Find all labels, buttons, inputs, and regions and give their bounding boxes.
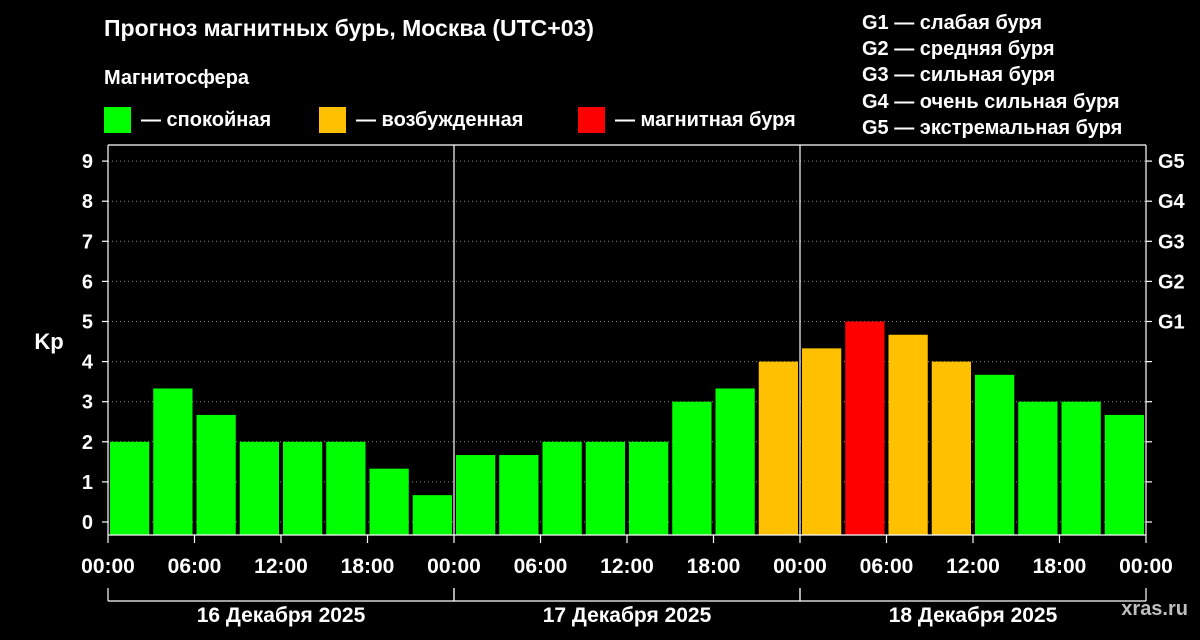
legend-label-active: — возбужденная [356, 108, 524, 131]
chart-title: Прогноз магнитных бурь, Москва (UTC+03) [104, 15, 594, 41]
legend-swatch-storm [578, 107, 605, 133]
kp-bar [758, 361, 798, 535]
legend-item-active: — возбужденная [319, 107, 523, 133]
kp-bar [283, 441, 323, 535]
storm-level-g4: G4 — очень сильная буря [862, 90, 1120, 113]
kp-bar [802, 348, 842, 535]
day-label: 16 Декабря 2025 [197, 604, 366, 627]
x-tick-label: 18:00 [341, 555, 395, 578]
storm-level-tick-label: G4 [1158, 191, 1186, 213]
watermark: xras.ru [1121, 598, 1188, 620]
kp-bar [715, 388, 755, 535]
y-tick-label: 1 [82, 472, 93, 494]
legend-swatch-active [319, 107, 346, 133]
plot-area [108, 145, 1146, 535]
kp-bar [585, 441, 625, 535]
kp-bar [1104, 414, 1144, 535]
storm-level-g3: G3 — сильная буря [862, 64, 1056, 87]
x-tick-label: 00:00 [773, 555, 827, 578]
legend-label-storm: — магнитная буря [615, 108, 796, 131]
y-axis-label: Kp [34, 329, 63, 354]
kp-bar [975, 374, 1015, 535]
y-tick-label: 3 [82, 392, 93, 414]
storm-level-tick-label: G5 [1158, 151, 1185, 173]
storm-level-g5: G5 — экстремальная буря [862, 116, 1123, 139]
storm-level-list: G1 — слабая буря G2 — средняя буря G3 — … [862, 10, 1122, 141]
storm-level-g1: G1 — слабая буря [862, 12, 1043, 34]
kp-bar [888, 334, 928, 535]
kp-bar [845, 321, 885, 535]
storm-level-tick-label: G3 [1158, 231, 1185, 253]
legend-title: Магнитосфера [104, 67, 250, 89]
x-tick-label: 18:00 [1033, 555, 1087, 578]
x-tick-label: 12:00 [946, 555, 1000, 578]
kp-bar [1061, 401, 1101, 535]
storm-level-tick-label: G1 [1158, 312, 1185, 334]
kp-bar [456, 455, 496, 535]
y-tick-label: 7 [82, 231, 93, 253]
y-tick-label: 8 [82, 191, 93, 213]
y-tick-label: 5 [82, 312, 93, 334]
storm-level-tick-label: G2 [1158, 271, 1185, 293]
legend-swatch-quiet [104, 107, 131, 133]
x-tick-label: 06:00 [514, 555, 568, 578]
x-tick-label: 00:00 [1119, 555, 1173, 578]
kp-bar [629, 441, 669, 535]
kp-bar [499, 455, 539, 535]
kp-bar [110, 441, 150, 535]
storm-level-g2: G2 — средняя буря [862, 38, 1055, 61]
day-label: 18 Декабря 2025 [889, 604, 1058, 627]
x-tick-label: 18:00 [687, 555, 741, 578]
kp-bar [326, 441, 366, 535]
x-tick-label: 00:00 [81, 555, 135, 578]
y-tick-label: 0 [82, 512, 93, 534]
kp-bar [542, 441, 582, 535]
y-tick-label: 4 [82, 352, 94, 374]
kp-bar [196, 414, 236, 535]
x-tick-label: 00:00 [427, 555, 481, 578]
legend-label-quiet: — спокойная [141, 108, 272, 131]
legend-item-quiet: — спокойная [104, 107, 271, 133]
kp-bar [153, 388, 193, 535]
kp-bar [412, 495, 452, 535]
x-tick-label: 12:00 [254, 555, 308, 578]
kp-bar [369, 468, 409, 535]
kp-bar [672, 401, 712, 535]
legend-item-storm: — магнитная буря [578, 107, 796, 133]
y-tick-label: 6 [82, 271, 93, 293]
kp-bar [1018, 401, 1058, 535]
kp-bar [931, 361, 971, 535]
y-tick-label: 9 [82, 151, 93, 173]
x-tick-label: 12:00 [600, 555, 654, 578]
day-label: 17 Декабря 2025 [543, 604, 712, 627]
kp-bar [239, 441, 279, 535]
x-tick-label: 06:00 [860, 555, 914, 578]
x-tick-label: 06:00 [168, 555, 222, 578]
y-tick-label: 2 [82, 432, 93, 454]
